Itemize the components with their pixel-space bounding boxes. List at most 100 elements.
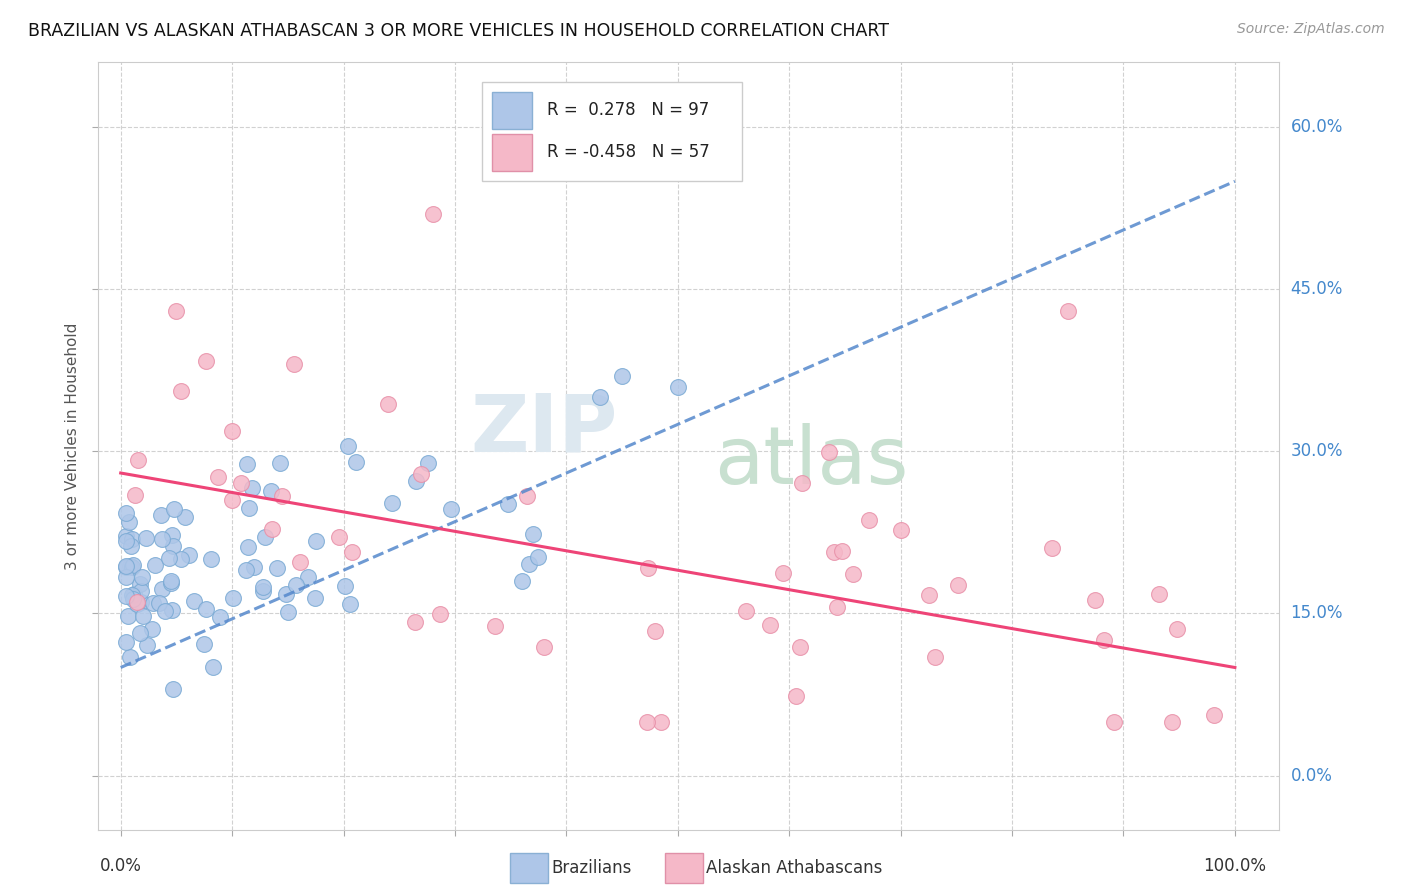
Point	[1092, 632, 1115, 647]
Point	[118, 516, 141, 530]
Point	[240, 481, 263, 495]
Point	[269, 456, 291, 470]
Point	[124, 488, 146, 502]
Point	[209, 610, 232, 624]
Text: 15.0%: 15.0%	[1291, 605, 1343, 623]
Point	[235, 563, 257, 577]
Point	[179, 548, 201, 562]
Point	[115, 570, 138, 584]
Point	[333, 579, 356, 593]
Point	[381, 496, 404, 510]
Point	[238, 500, 260, 515]
Point	[149, 508, 172, 522]
Point	[153, 604, 176, 618]
Point	[163, 501, 186, 516]
Point	[759, 617, 782, 632]
Point	[637, 561, 659, 575]
Point	[127, 452, 149, 467]
Point	[266, 561, 288, 575]
Point	[160, 574, 183, 588]
Point	[129, 577, 152, 591]
Point	[288, 555, 311, 569]
Point	[650, 714, 672, 729]
Point	[404, 615, 426, 630]
Point	[789, 640, 811, 655]
Point	[1202, 707, 1225, 722]
Text: 30.0%: 30.0%	[1291, 442, 1343, 460]
Point	[262, 522, 284, 536]
Point	[484, 618, 506, 632]
Point	[200, 551, 222, 566]
Point	[143, 558, 166, 573]
Text: R =  0.278   N = 97: R = 0.278 N = 97	[547, 101, 710, 119]
Point	[772, 566, 794, 581]
Point	[236, 457, 259, 471]
Point	[141, 622, 163, 636]
Text: 100.0%: 100.0%	[1204, 857, 1267, 875]
Point	[818, 444, 841, 458]
Point	[150, 532, 173, 546]
Point	[823, 544, 845, 558]
Point	[162, 682, 184, 697]
Point	[115, 589, 138, 603]
Point	[1166, 622, 1188, 636]
Point	[666, 379, 689, 393]
Point	[254, 530, 277, 544]
Point	[115, 635, 138, 649]
Point	[510, 574, 533, 589]
Point	[644, 624, 666, 639]
Y-axis label: 3 or more Vehicles in Household: 3 or more Vehicles in Household	[65, 322, 80, 570]
Point	[194, 354, 217, 368]
Point	[142, 597, 165, 611]
Point	[1161, 714, 1184, 729]
Point	[252, 584, 274, 599]
FancyBboxPatch shape	[492, 134, 531, 171]
Point	[174, 510, 197, 524]
Point	[304, 591, 326, 605]
Point	[418, 456, 440, 470]
Point	[135, 531, 157, 545]
Point	[1040, 541, 1063, 556]
Point	[159, 575, 181, 590]
Point	[125, 595, 148, 609]
Point	[135, 638, 157, 652]
Point	[165, 304, 187, 318]
Point	[121, 588, 143, 602]
Point	[405, 475, 427, 489]
Point	[422, 207, 444, 221]
Point	[121, 592, 143, 607]
Point	[121, 559, 143, 574]
Text: Brazilians: Brazilians	[551, 859, 631, 877]
Point	[221, 425, 243, 439]
Point	[131, 608, 153, 623]
Text: R = -0.458   N = 57: R = -0.458 N = 57	[547, 144, 710, 161]
Point	[120, 559, 142, 574]
Point	[122, 587, 145, 601]
Point	[115, 558, 138, 573]
Point	[121, 532, 143, 546]
Point	[527, 550, 550, 565]
Point	[924, 649, 946, 664]
Point	[222, 591, 245, 605]
Text: Source: ZipAtlas.com: Source: ZipAtlas.com	[1237, 22, 1385, 37]
Point	[271, 489, 294, 503]
Point	[785, 689, 807, 703]
Point	[516, 490, 538, 504]
Point	[340, 545, 363, 559]
Point	[236, 540, 259, 554]
Point	[115, 529, 138, 543]
Point	[117, 609, 139, 624]
Point	[328, 530, 350, 544]
Point	[201, 660, 224, 674]
Point	[284, 578, 307, 592]
Point	[195, 602, 218, 616]
Point	[277, 605, 299, 619]
Point	[129, 583, 152, 598]
Point	[157, 550, 180, 565]
Point	[1147, 587, 1170, 601]
Point	[128, 625, 150, 640]
FancyBboxPatch shape	[492, 92, 531, 129]
Point	[522, 526, 544, 541]
Point	[207, 470, 229, 484]
Point	[115, 534, 138, 549]
